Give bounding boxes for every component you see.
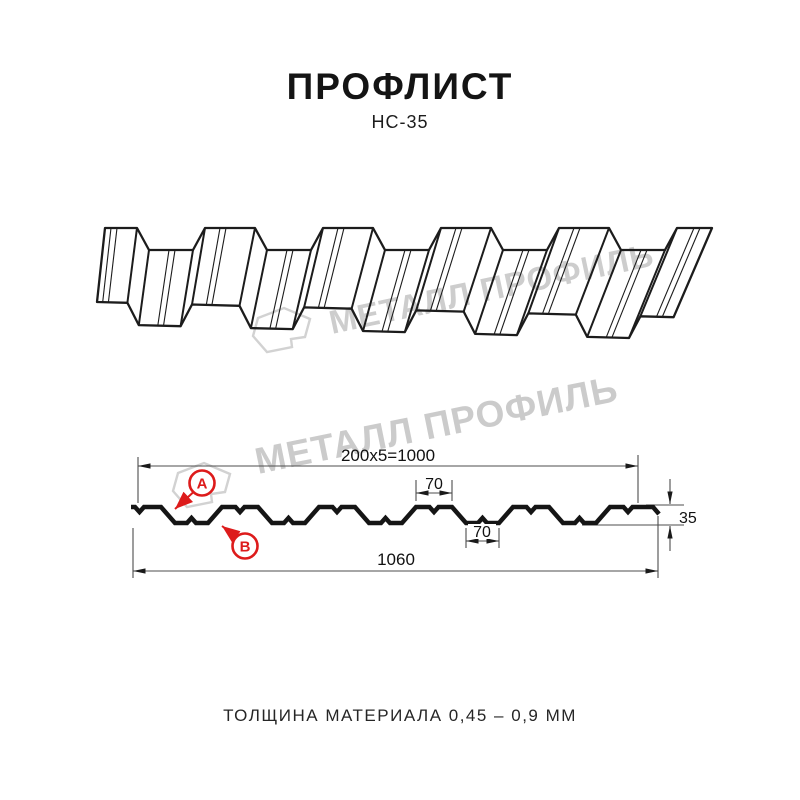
watermark-brand-text: МЕТАЛЛ ПРОФИЛЬ: [251, 368, 621, 482]
cross-section-drawing: 200x5=1000 70 35 70 1060 А В: [131, 446, 697, 578]
page-title: ПРОФЛИСТ: [286, 66, 514, 107]
sheet-3d-rib-lines: [102, 228, 701, 338]
hexagon-brand-logo-icon: [251, 306, 312, 354]
section-profile-outline: [131, 504, 661, 526]
profile-model-subtitle: НС-35: [371, 112, 429, 132]
callout-b-label: В: [240, 539, 251, 556]
sheet-3d-view: МЕТАЛЛ ПРОФИЛЬ: [95, 226, 714, 354]
sheet-3d-outline: [95, 226, 714, 340]
dimension-lines: [132, 455, 684, 578]
watermark-lower: МЕТАЛЛ ПРОФИЛЬ: [171, 368, 622, 509]
callout-b-arrow: [221, 525, 241, 543]
material-thickness-note: ТОЛЩИНА МАТЕРИАЛА 0,45 – 0,9 ММ: [223, 706, 577, 725]
dim-crest-width: 70: [425, 476, 443, 493]
dim-profile-height: 35: [679, 510, 697, 527]
callout-annotations: А В: [174, 469, 259, 560]
dim-top-width: 200x5=1000: [341, 446, 435, 465]
sheet-3d-surface: [97, 228, 712, 338]
dim-valley-width: 70: [473, 524, 491, 541]
callout-a-label: А: [197, 476, 208, 493]
callout-a-arrow: [174, 491, 194, 510]
callout-a-circle: [188, 469, 216, 497]
callout-b-circle: [231, 532, 259, 560]
dim-label-backing: [468, 524, 496, 539]
dim-total-width: 1060: [377, 550, 415, 569]
